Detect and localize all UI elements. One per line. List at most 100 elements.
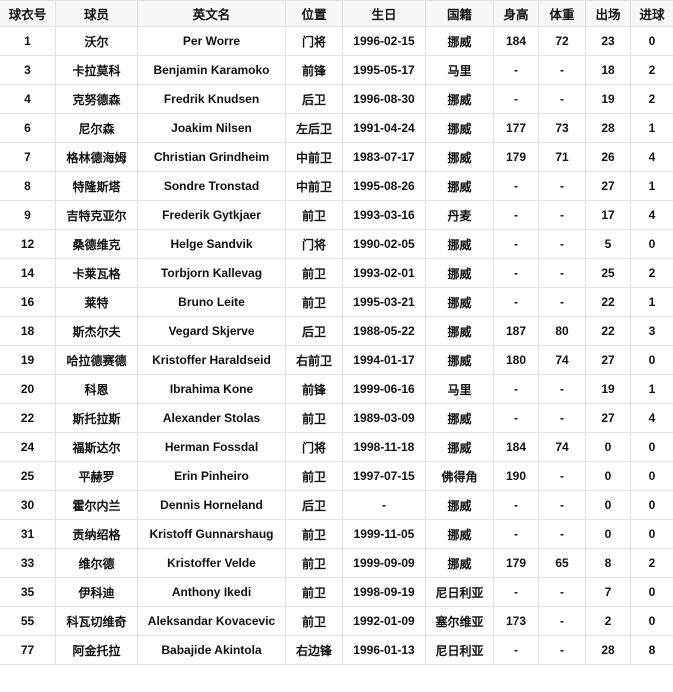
goals-cell: 2	[630, 55, 673, 85]
weight-cell: -	[538, 374, 586, 404]
position-cell: 前卫	[285, 548, 343, 578]
height-cell: 179	[493, 548, 539, 578]
height-cell: -	[493, 403, 539, 433]
position-cell: 后卫	[285, 490, 343, 520]
position-cell: 后卫	[285, 84, 343, 114]
height-cell: -	[493, 577, 539, 607]
player-name-cell: 科瓦切维奇	[55, 606, 138, 636]
weight-cell: -	[538, 287, 586, 317]
birthday-cell: 1992-01-09	[342, 606, 426, 636]
height-cell: -	[493, 229, 539, 259]
goals-cell: 3	[630, 316, 673, 346]
goals-cell: 0	[630, 461, 673, 491]
header-weight[interactable]: 体重	[538, 0, 586, 27]
appearances-cell: 0	[585, 432, 631, 462]
birthday-cell: 1993-02-01	[342, 258, 426, 288]
player-name-cell: 桑德维克	[55, 229, 138, 259]
nationality-cell: 挪威	[425, 519, 494, 549]
goals-cell: 2	[630, 548, 673, 578]
appearances-cell: 2	[585, 606, 631, 636]
goals-cell: 0	[630, 26, 673, 56]
weight-cell: 72	[538, 26, 586, 56]
weight-cell: -	[538, 403, 586, 433]
height-cell: -	[493, 635, 539, 665]
goals-cell: 0	[630, 432, 673, 462]
weight-cell: -	[538, 606, 586, 636]
english-name-cell: Ibrahima Kone	[137, 374, 286, 404]
weight-cell: -	[538, 171, 586, 201]
jersey-number-cell: 19	[0, 345, 56, 375]
english-name-cell: Christian Grindheim	[137, 142, 286, 172]
birthday-cell: 1996-08-30	[342, 84, 426, 114]
position-cell: 左后卫	[285, 113, 343, 143]
table-row: 1 沃尔 Per Worre 门将 1996-02-15 挪威 184 72 23 0	[0, 26, 673, 56]
jersey-number-cell: 4	[0, 84, 56, 114]
table-row: 9 吉特克亚尔 Frederik Gytkjaer 前卫 1993-03-16 丹麦 - -1…	[0, 200, 673, 230]
birthday-cell: 1990-02-05	[342, 229, 426, 259]
header-appearances[interactable]: 出场	[585, 0, 631, 27]
table-row: 3 卡拉莫科 Benjamin Karamoko 前锋 1995-05-17 马里 - -18…	[0, 55, 673, 85]
height-cell: 190	[493, 461, 539, 491]
player-name-cell: 格林德海姆	[55, 142, 138, 172]
height-cell: -	[493, 519, 539, 549]
english-name-cell: Joakim Nilsen	[137, 113, 286, 143]
appearances-cell: 22	[585, 316, 631, 346]
nationality-cell: 塞尔维亚	[425, 606, 494, 636]
player-name-cell: 维尔德	[55, 548, 138, 578]
player-name-cell: 贡纳绍格	[55, 519, 138, 549]
appearances-cell: 28	[585, 635, 631, 665]
nationality-cell: 挪威	[425, 548, 494, 578]
weight-cell: 74	[538, 432, 586, 462]
appearances-cell: 17	[585, 200, 631, 230]
header-height[interactable]: 身高	[493, 0, 539, 27]
table-row: 16 莱特 Bruno Leite 前卫 1995-03-21 挪威 - -22 1	[0, 287, 673, 317]
nationality-cell: 挪威	[425, 432, 494, 462]
appearances-cell: 27	[585, 171, 631, 201]
header-goals[interactable]: 进球	[630, 0, 673, 27]
player-name-cell: 卡拉莫科	[55, 55, 138, 85]
height-cell: 180	[493, 345, 539, 375]
player-name-cell: 吉特克亚尔	[55, 200, 138, 230]
jersey-number-cell: 18	[0, 316, 56, 346]
goals-cell: 0	[630, 490, 673, 520]
height-cell: -	[493, 200, 539, 230]
english-name-cell: Kristoffer Velde	[137, 548, 286, 578]
table-row: 55 科瓦切维奇 Aleksandar Kovacevic 前卫 1992-01-09 塞…	[0, 606, 673, 636]
jersey-number-cell: 20	[0, 374, 56, 404]
height-cell: 184	[493, 26, 539, 56]
english-name-cell: Sondre Tronstad	[137, 171, 286, 201]
goals-cell: 0	[630, 345, 673, 375]
appearances-cell: 27	[585, 345, 631, 375]
goals-cell: 4	[630, 142, 673, 172]
table-row: 77 阿金托拉 Babajide Akintola 右边锋 1996-01-13 尼日利亚…	[0, 635, 673, 665]
weight-cell: -	[538, 84, 586, 114]
appearances-cell: 8	[585, 548, 631, 578]
player-name-cell: 科恩	[55, 374, 138, 404]
goals-cell: 1	[630, 287, 673, 317]
birthday-cell: -	[342, 490, 426, 520]
nationality-cell: 挪威	[425, 490, 494, 520]
english-name-cell: Bruno Leite	[137, 287, 286, 317]
table-row: 33 维尔德 Kristoffer Velde 前卫 1999-09-09 挪威 179 65…	[0, 548, 673, 578]
appearances-cell: 7	[585, 577, 631, 607]
birthday-cell: 1989-03-09	[342, 403, 426, 433]
goals-cell: 1	[630, 374, 673, 404]
header-nationality[interactable]: 国籍	[425, 0, 494, 27]
english-name-cell: Kristoffer Haraldseid	[137, 345, 286, 375]
appearances-cell: 27	[585, 403, 631, 433]
birthday-cell: 1998-09-19	[342, 577, 426, 607]
header-english-name[interactable]: 英文名	[137, 0, 286, 27]
header-player[interactable]: 球员	[55, 0, 138, 27]
header-position[interactable]: 位置	[285, 0, 343, 27]
header-row: 球衣号 球员 英文名 位置 生日 国籍 身高 体重 出场 进球	[0, 0, 673, 27]
goals-cell: 0	[630, 229, 673, 259]
header-birthday[interactable]: 生日	[342, 0, 426, 27]
header-jersey-number[interactable]: 球衣号	[0, 0, 56, 27]
goals-cell: 2	[630, 258, 673, 288]
player-name-cell: 平赫罗	[55, 461, 138, 491]
player-name-cell: 斯杰尔夫	[55, 316, 138, 346]
position-cell: 门将	[285, 229, 343, 259]
appearances-cell: 18	[585, 55, 631, 85]
table-row: 22 斯托拉斯 Alexander Stolas 前卫 1989-03-09 挪威 - -27…	[0, 403, 673, 433]
nationality-cell: 挪威	[425, 113, 494, 143]
